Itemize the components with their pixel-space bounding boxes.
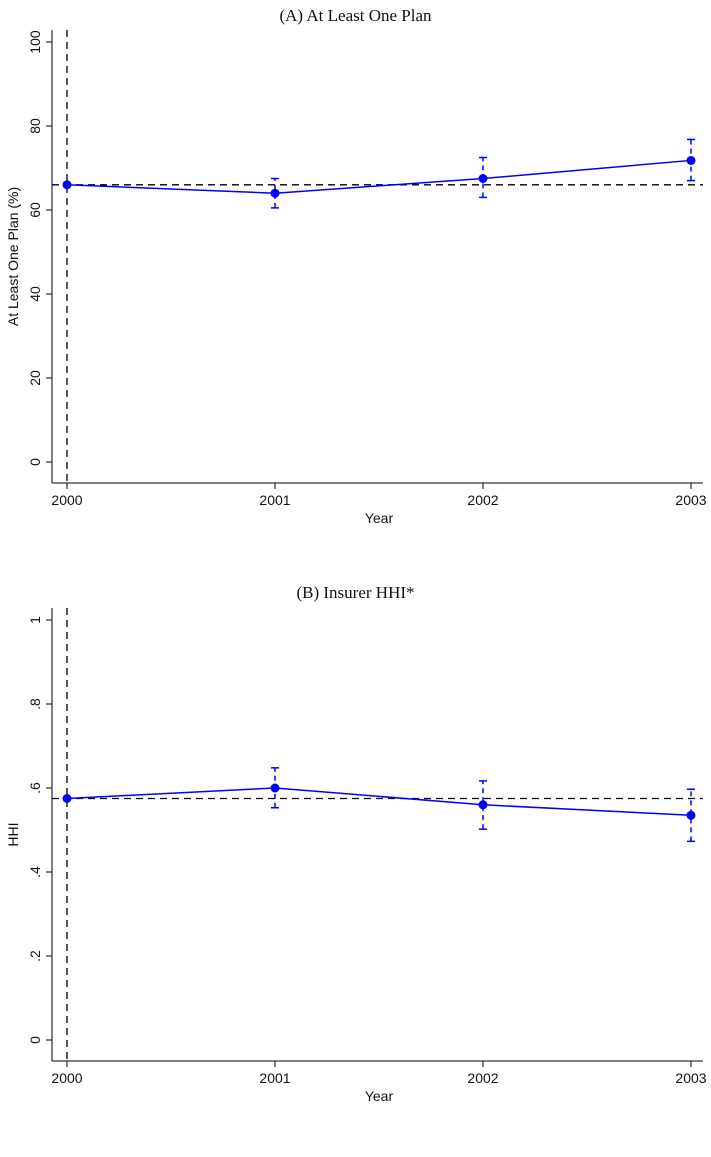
y-tick-label: 20 (27, 370, 43, 386)
x-tick-label: 2001 (259, 492, 290, 508)
series-line (66, 787, 692, 817)
x-tick-label: 2000 (51, 492, 82, 508)
data-point (62, 794, 72, 803)
y-tick-label: 80 (27, 118, 43, 134)
data-point (270, 783, 280, 793)
x-tick-label: 2000 (51, 1070, 82, 1086)
x-tick-label: 2002 (467, 1070, 498, 1086)
x-tick-label: 2003 (675, 1070, 706, 1086)
y-axis-label: At Least One Plan (%) (5, 187, 21, 326)
panel-a-title: (A) At Least One Plan (279, 6, 432, 25)
x-axis-label: Year (365, 510, 394, 526)
y-tick-label: .6 (27, 782, 43, 794)
x-tick-label: 2002 (467, 492, 498, 508)
data-point (270, 188, 280, 198)
panel-b-title: (B) Insurer HHI* (296, 583, 415, 602)
y-tick-label: .8 (27, 698, 43, 710)
y-tick-label: .2 (27, 950, 43, 962)
data-point (478, 800, 488, 810)
data-point (62, 180, 72, 190)
y-axis-label: HHI (5, 822, 21, 846)
data-point (686, 155, 696, 165)
y-tick-label: 100 (27, 30, 43, 54)
y-tick-label: .4 (27, 866, 43, 878)
chart-a: 0 20 40 60 80 100 2000 2001 2002 2003 At Least One… (5, 30, 707, 526)
x-tick-label: 2003 (675, 492, 706, 508)
data-point (478, 174, 488, 183)
y-tick-label: 1 (27, 616, 43, 624)
y-tick-label: 40 (27, 286, 43, 302)
y-tick-label: 0 (27, 1036, 43, 1044)
x-axis-label: Year (365, 1088, 394, 1104)
y-tick-label: 60 (27, 202, 43, 218)
series-line (66, 159, 692, 194)
x-tick-label: 2001 (259, 1070, 290, 1086)
data-point (686, 810, 696, 820)
chart-b: 0 .2 .4 .6 .8 1 2000 2001 2002 2003 HHI Year (5, 608, 707, 1104)
y-tick-label: 0 (27, 458, 43, 466)
